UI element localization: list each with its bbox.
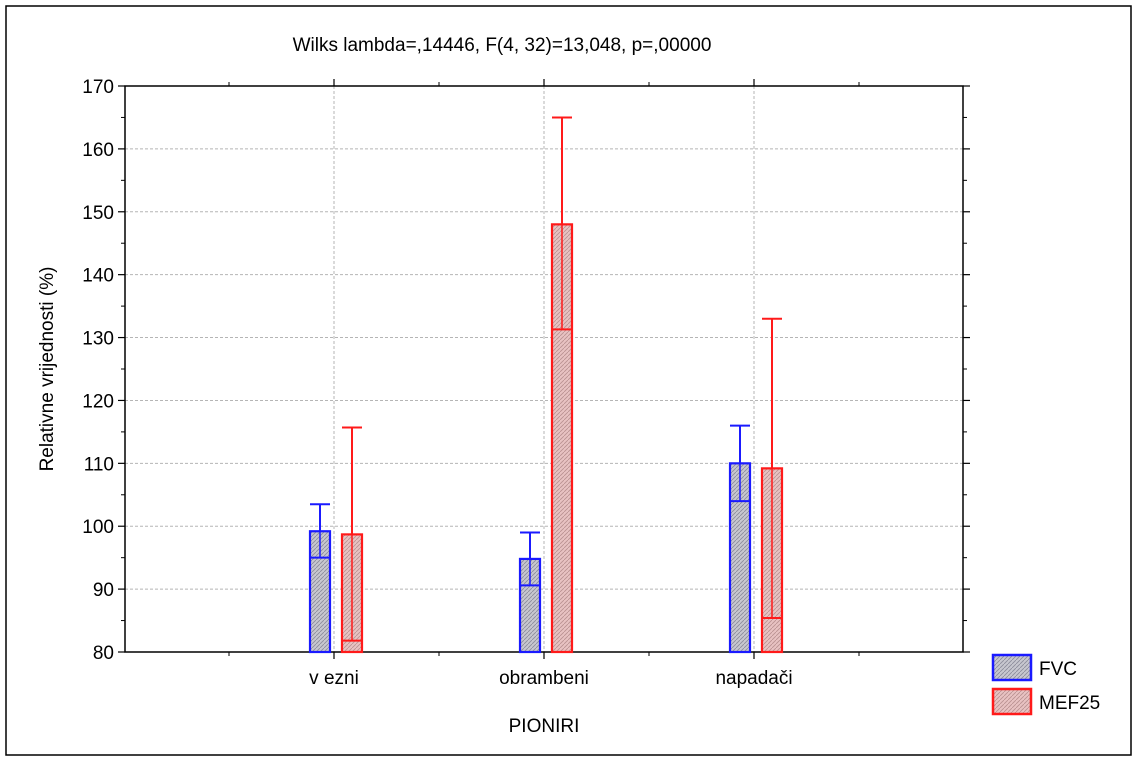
bars-layer bbox=[308, 116, 784, 654]
legend-swatch-fvc bbox=[991, 653, 1033, 682]
legend-label: FVC bbox=[1039, 659, 1077, 680]
x-axis-tick-labels: v ezni obrambeni napadači bbox=[309, 668, 792, 689]
legend-swatch-mef25 bbox=[991, 687, 1033, 716]
x-axis-label: PIONIRI bbox=[509, 716, 580, 737]
y-tick-label: 100 bbox=[82, 517, 114, 538]
y-tick-label: 90 bbox=[93, 580, 114, 601]
grid-lines bbox=[125, 86, 963, 652]
y-tick-label: 170 bbox=[82, 77, 114, 98]
legend: FVC MEF25 bbox=[991, 653, 1100, 716]
y-tick-label: 130 bbox=[82, 329, 114, 350]
y-tick-label: 150 bbox=[82, 203, 114, 224]
y-axis-tick-labels: 80 90 100 110 120 130 140 150 160 170 bbox=[82, 77, 114, 664]
x-tick-label: obrambeni bbox=[499, 668, 589, 689]
y-tick-label: 140 bbox=[82, 266, 114, 287]
y-tick-label: 160 bbox=[82, 140, 114, 161]
y-tick-label: 80 bbox=[93, 643, 114, 664]
x-tick-label: v ezni bbox=[309, 668, 359, 689]
x-tick-label: napadači bbox=[715, 668, 792, 689]
y-axis-label: Relativne vrijednosti (%) bbox=[37, 267, 58, 472]
legend-label: MEF25 bbox=[1039, 693, 1100, 714]
y-tick-label: 120 bbox=[82, 391, 114, 412]
chart-title: Wilks lambda=,14446, F(4, 32)=13,048, p=… bbox=[293, 35, 712, 56]
axis-ticks bbox=[118, 79, 970, 659]
y-tick-label: 110 bbox=[84, 454, 114, 475]
